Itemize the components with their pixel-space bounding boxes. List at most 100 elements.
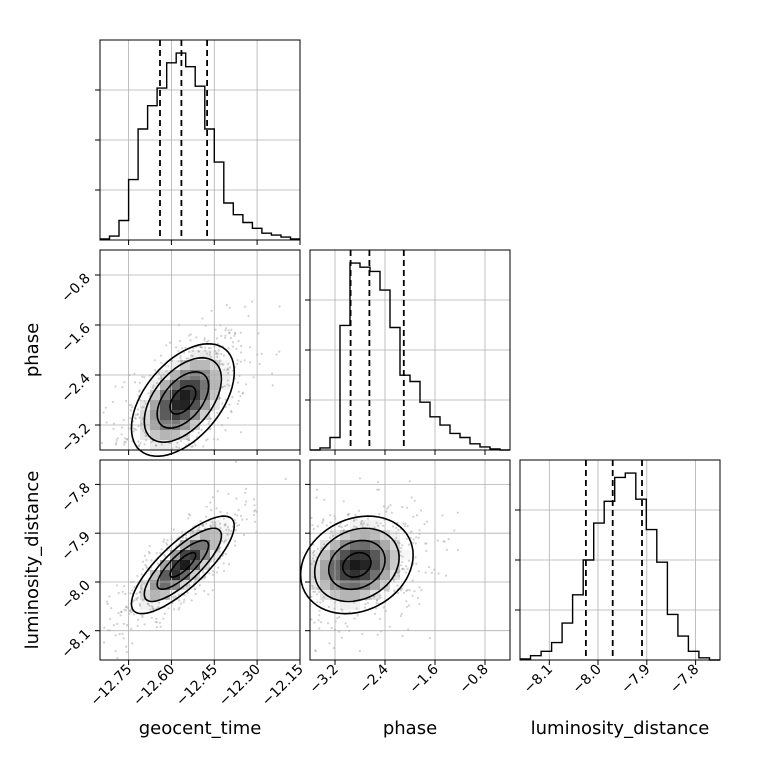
scatter-point bbox=[314, 590, 317, 593]
scatter-point bbox=[124, 606, 128, 609]
scatter-point bbox=[234, 332, 237, 335]
scatter-point bbox=[321, 521, 324, 524]
scatter-point bbox=[355, 518, 358, 521]
x-tick-label: −8.0 bbox=[569, 662, 604, 697]
scatter-point bbox=[252, 498, 255, 501]
density-bin bbox=[190, 380, 200, 390]
density-bin bbox=[370, 580, 380, 590]
scatter-point bbox=[399, 550, 402, 553]
scatter-point bbox=[330, 530, 333, 533]
y-axis-label-luminosity-distance: luminosity_distance bbox=[22, 471, 43, 650]
density-bin bbox=[160, 590, 170, 600]
scatter-point bbox=[278, 305, 281, 308]
scatter-point bbox=[203, 339, 206, 342]
scatter-point bbox=[138, 445, 141, 448]
scatter-point bbox=[224, 539, 227, 542]
scatter-point bbox=[310, 516, 313, 520]
scatter-point bbox=[138, 416, 141, 419]
density-bin bbox=[200, 540, 210, 550]
scatter-point bbox=[157, 377, 160, 380]
scatter-point bbox=[424, 571, 427, 574]
scatter-point bbox=[315, 496, 318, 499]
scatter-point bbox=[121, 590, 124, 593]
scatter-point bbox=[224, 524, 227, 527]
scatter-point bbox=[131, 642, 134, 645]
x-tick-label: −8.1 bbox=[521, 662, 556, 697]
density-bin bbox=[170, 410, 180, 420]
scatter-point bbox=[401, 506, 404, 509]
scatter-point bbox=[188, 350, 191, 353]
scatter-point bbox=[322, 518, 325, 521]
scatter-point bbox=[366, 517, 370, 520]
scatter-point bbox=[162, 617, 165, 620]
scatter-point bbox=[236, 514, 239, 517]
scatter-point bbox=[103, 626, 106, 629]
scatter-point bbox=[207, 347, 210, 350]
scatter-point bbox=[203, 337, 206, 340]
density-bin bbox=[200, 400, 210, 410]
scatter-point bbox=[122, 637, 125, 640]
scatter-point bbox=[441, 514, 444, 517]
scatter-point bbox=[395, 536, 398, 540]
scatter-point bbox=[134, 416, 137, 419]
scatter-point bbox=[456, 548, 459, 552]
scatter-point bbox=[323, 498, 326, 501]
scatter-point bbox=[249, 361, 252, 364]
scatter-point bbox=[139, 587, 143, 590]
scatter-point bbox=[226, 512, 229, 515]
scatter-point bbox=[244, 491, 247, 494]
scatter-point bbox=[116, 622, 119, 626]
scatter-point bbox=[130, 611, 133, 614]
scatter-point bbox=[158, 372, 161, 375]
scatter-point bbox=[191, 530, 194, 533]
scatter-point bbox=[360, 522, 363, 526]
scatter-point bbox=[138, 603, 141, 606]
scatter-point bbox=[163, 612, 166, 615]
scatter-point bbox=[136, 574, 139, 578]
scatter-point bbox=[377, 488, 381, 491]
scatter-point bbox=[244, 503, 247, 506]
scatter-point bbox=[229, 366, 232, 369]
scatter-point bbox=[140, 422, 143, 425]
scatter-point bbox=[129, 610, 132, 613]
scatter-point bbox=[415, 536, 418, 539]
scatter-point bbox=[411, 594, 414, 597]
scatter-point bbox=[123, 443, 126, 446]
scatter-point bbox=[401, 587, 404, 590]
scatter-point bbox=[337, 630, 341, 633]
scatter-point bbox=[397, 528, 400, 532]
scatter-point bbox=[321, 599, 325, 603]
scatter-point bbox=[316, 547, 319, 550]
scatter-point bbox=[145, 559, 148, 562]
scatter-point bbox=[201, 524, 205, 527]
scatter-point bbox=[148, 545, 151, 548]
scatter-point bbox=[143, 443, 146, 446]
scatter-point bbox=[240, 514, 243, 518]
scatter-point bbox=[417, 536, 420, 539]
scatter-point bbox=[226, 368, 229, 371]
scatter-point bbox=[375, 599, 378, 603]
scatter-point bbox=[155, 444, 158, 447]
scatter-point bbox=[133, 372, 136, 375]
scatter-point bbox=[154, 369, 157, 372]
density-bin bbox=[150, 430, 160, 440]
scatter-point bbox=[400, 612, 403, 615]
scatter-point bbox=[148, 604, 151, 607]
scatter-point bbox=[129, 592, 132, 595]
scatter-point bbox=[222, 354, 225, 357]
scatter-point bbox=[397, 592, 400, 595]
scatter-point bbox=[168, 442, 171, 445]
scatter-point bbox=[205, 505, 208, 508]
scatter-point bbox=[177, 593, 180, 596]
scatter-point bbox=[142, 599, 145, 602]
scatter-point bbox=[143, 554, 146, 558]
scatter-point bbox=[225, 327, 228, 330]
scatter-point bbox=[151, 386, 154, 389]
density-bin bbox=[150, 380, 160, 390]
density-bin bbox=[140, 580, 150, 590]
scatter-point bbox=[147, 602, 150, 606]
scatter-point bbox=[412, 538, 415, 541]
density-bin bbox=[350, 530, 360, 540]
scatter-point bbox=[312, 590, 315, 593]
scatter-point bbox=[402, 568, 405, 571]
